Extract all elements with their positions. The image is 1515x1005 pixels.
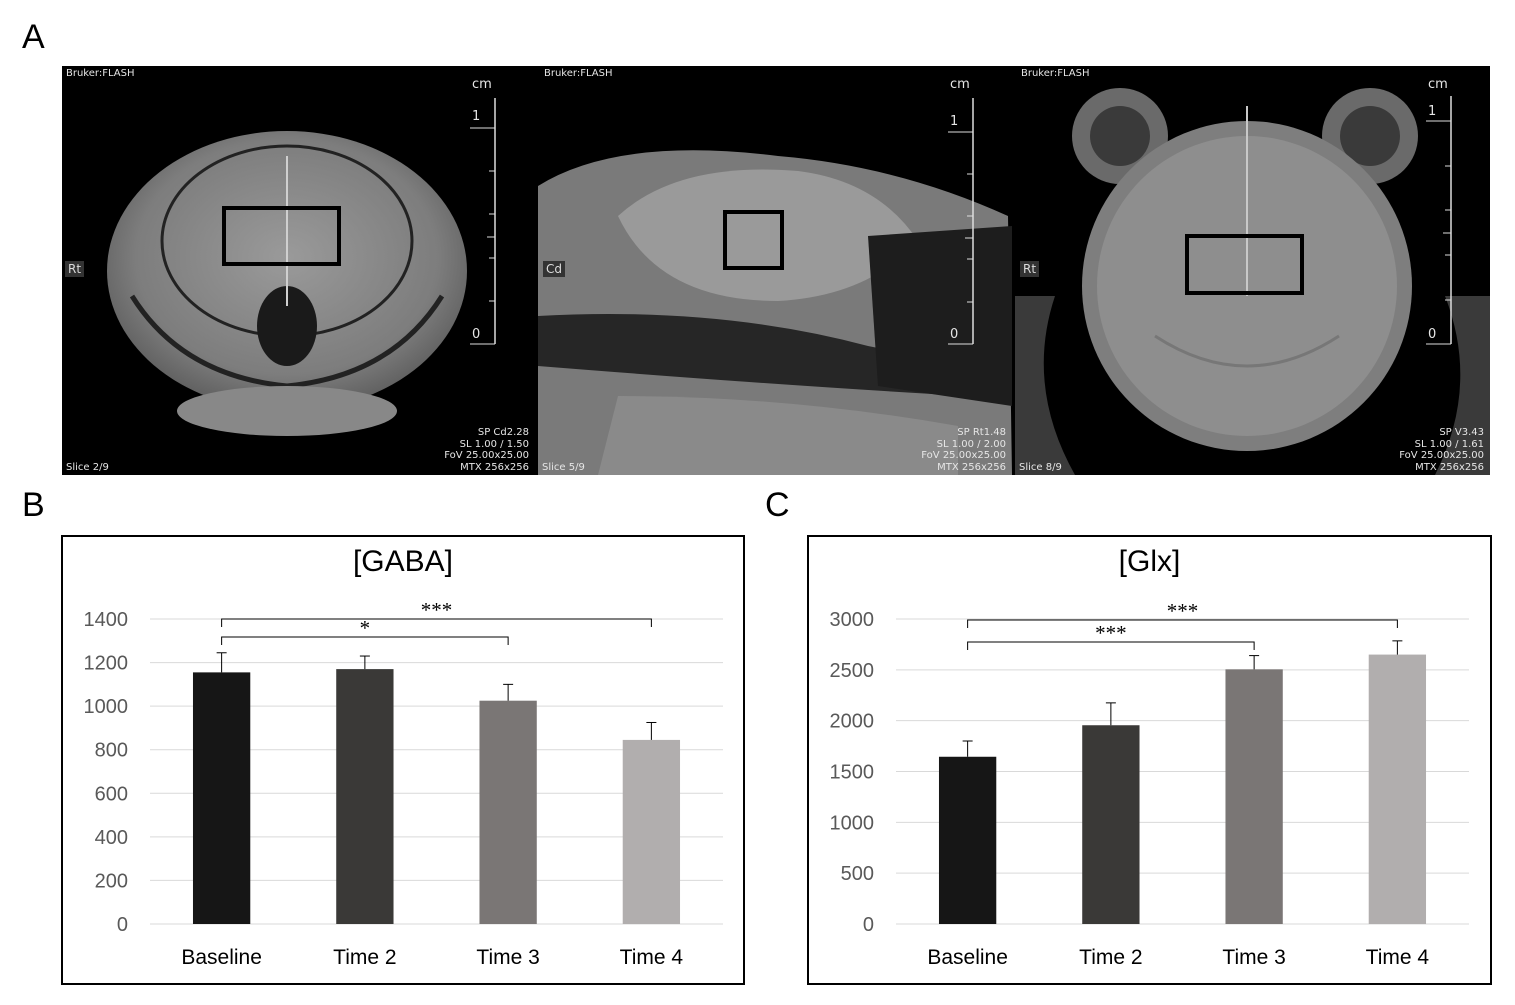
x-tick-label: Time 2 (333, 946, 396, 969)
mri-header: Bruker:FLASH (544, 68, 613, 79)
y-tick-label: 0 (117, 914, 128, 936)
x-tick-label: Time 4 (1366, 946, 1430, 969)
significance-label: *** (1095, 621, 1127, 645)
mri-meta-sl: SL 1.00 / 1.50 (459, 438, 529, 450)
panel-label-b: B (22, 486, 45, 524)
y-tick-label: 1500 (830, 762, 875, 784)
mri-image-row: Bruker:FLASH cm 1 0 Rt SP Cd2.28 SL 1.00… (62, 66, 1490, 475)
chart-gaba-plot: 0 200 400 600 800 1000 1200 1400 Baseline Time 2 T… (84, 598, 723, 969)
significance-bracket (967, 641, 1255, 650)
scale-top-label: 1 (472, 109, 481, 124)
y-tick-label: 1000 (84, 696, 129, 718)
mri-meta-sp: SP Rt1.48 (957, 427, 1006, 438)
scale-bottom-label: 0 (472, 327, 481, 342)
significance-bracket (967, 619, 1398, 628)
mri-meta-fov: FoV 25.00x25.00 (444, 450, 529, 461)
mri-meta-mtx: MTX 256x256 (460, 461, 529, 473)
x-tick-label: Time 3 (476, 946, 539, 969)
y-tick-label: 2000 (830, 711, 875, 733)
bar (622, 739, 681, 924)
axial-brain-image (1015, 88, 1490, 475)
orientation-label: Rt (65, 261, 85, 277)
y-tick-label: 400 (95, 827, 128, 849)
scale-top-label: 1 (950, 114, 959, 129)
x-tick-label: Baseline (927, 946, 1008, 969)
mri-meta: SP Rt1.48 SL 1.00 / 2.00 FoV 25.00x25.00… (921, 427, 1006, 473)
y-tick-label: 1400 (84, 609, 129, 631)
x-tick-label: Time 4 (620, 946, 684, 969)
significance-label: * (360, 616, 371, 640)
slice-label: Slice 5/9 (542, 462, 585, 473)
mri-header: Bruker:FLASH (1021, 68, 1090, 79)
x-tick-label: Baseline (181, 946, 262, 969)
chart-gaba: [GABA] 0 200 400 600 800 1000 1200 1400 Baseline… (61, 535, 745, 985)
y-tick-label: 800 (95, 740, 128, 762)
mri-meta-sl: SL 1.00 / 1.61 (1414, 438, 1484, 450)
mri-meta: SP Cd2.28 SL 1.00 / 1.50 FoV 25.00x25.00… (444, 427, 529, 473)
mri-meta-fov: FoV 25.00x25.00 (1399, 450, 1484, 461)
chart-glx: [Glx] 0 500 1000 1500 2000 2500 3000 Baseline Ti… (807, 535, 1492, 985)
mri-panel-sagittal: Bruker:FLASH cm 1 0 Cd SP Rt1.48 SL 1.00… (538, 66, 1012, 475)
mri-meta-fov: FoV 25.00x25.00 (921, 450, 1006, 461)
sagittal-brain-image (538, 150, 1012, 475)
y-tick-label: 3000 (830, 609, 875, 631)
slice-label: Slice 2/9 (66, 462, 109, 473)
significance-bracket (221, 636, 509, 645)
y-tick-label: 600 (95, 783, 128, 805)
bar (479, 700, 537, 924)
y-tick-label: 0 (863, 914, 874, 936)
mri-header: Bruker:FLASH (66, 68, 135, 79)
y-tick-label: 1200 (84, 653, 129, 675)
chart-title: [Glx] (1118, 545, 1181, 578)
slice-label: Slice 8/9 (1019, 462, 1062, 473)
y-tick-label: 2500 (830, 660, 875, 682)
mri-meta-mtx: MTX 256x256 (937, 461, 1006, 473)
mri-panel-axial: Bruker:FLASH cm 1 0 Rt SP V3.43 SL 1.00 … (1015, 66, 1490, 475)
significance-label: *** (421, 598, 453, 622)
panel-label-c: C (765, 486, 790, 524)
scale-bottom-label: 0 (950, 327, 959, 342)
scale-unit: cm (1428, 77, 1448, 92)
chart-title: [GABA] (352, 545, 454, 578)
bar (1368, 654, 1427, 924)
mri-meta: SP V3.43 SL 1.00 / 1.61 FoV 25.00x25.00 … (1399, 427, 1484, 473)
scale-unit: cm (472, 77, 492, 92)
x-tick-label: Time 3 (1222, 946, 1285, 969)
y-tick-label: 1000 (830, 812, 875, 834)
mri-meta-sp: SP V3.43 (1439, 427, 1484, 438)
chart-glx-plot: 0 500 1000 1500 2000 2500 3000 Baseline Time 2 Ti… (830, 599, 1469, 969)
bar (938, 756, 997, 924)
y-tick-label: 200 (95, 870, 128, 892)
panel-label-a: A (22, 18, 45, 56)
bar (1082, 725, 1140, 924)
coronal-brain-image (107, 131, 467, 436)
mri-meta-sp: SP Cd2.28 (477, 427, 529, 438)
x-tick-label: Time 2 (1079, 946, 1142, 969)
mri-meta-sl: SL 1.00 / 2.00 (936, 438, 1006, 450)
y-tick-label: 500 (841, 863, 874, 885)
mri-meta-mtx: MTX 256x256 (1415, 461, 1484, 473)
scale-bottom-label: 0 (1428, 327, 1437, 342)
bar (1225, 669, 1283, 924)
scale-unit: cm (950, 77, 970, 92)
orientation-label: Rt (1020, 261, 1040, 277)
significance-label: *** (1167, 599, 1199, 623)
scale-top-label: 1 (1428, 104, 1437, 119)
mri-panel-coronal: Bruker:FLASH cm 1 0 Rt SP Cd2.28 SL 1.00… (62, 66, 535, 475)
bar (336, 669, 394, 924)
orientation-label: Cd (543, 261, 565, 277)
significance-bracket (221, 618, 652, 627)
bar (192, 672, 251, 924)
